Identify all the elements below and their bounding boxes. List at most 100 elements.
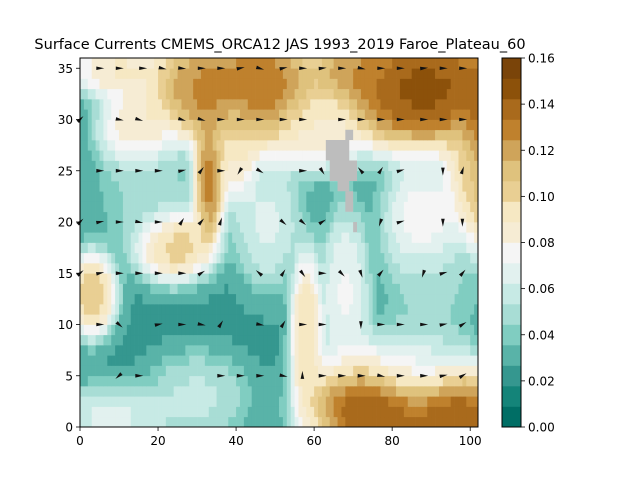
heatmap-cell — [236, 150, 241, 161]
heatmap-cell — [80, 375, 85, 387]
heatmap-cell — [95, 99, 100, 110]
heatmap-cell — [197, 252, 202, 264]
heatmap-cell — [294, 406, 299, 418]
heatmap-cell — [259, 68, 264, 79]
heatmap-cell — [357, 119, 362, 131]
heatmap-cell — [228, 304, 233, 315]
heatmap-cell — [360, 375, 366, 387]
heatmap-cell — [403, 222, 409, 233]
heatmap-cell — [364, 211, 370, 223]
heatmap-cell — [126, 273, 132, 284]
heatmap-cell — [204, 263, 210, 274]
heatmap-cell — [415, 283, 420, 295]
heatmap-cell — [431, 396, 436, 407]
heatmap-cell — [236, 58, 241, 69]
heatmap-cell — [119, 345, 124, 356]
heatmap-cell — [130, 293, 135, 305]
heatmap-cell — [243, 314, 249, 325]
heatmap-cell — [208, 334, 214, 346]
heatmap-cell — [333, 181, 338, 192]
heatmap-cell — [239, 232, 245, 243]
heatmap-cell — [282, 252, 288, 264]
heatmap-cell — [247, 160, 253, 172]
heatmap-cell — [87, 416, 93, 428]
heatmap-cell — [407, 129, 413, 141]
current-vector-arrow — [115, 66, 124, 70]
heatmap-cell — [423, 150, 428, 161]
heatmap-cell — [204, 355, 210, 366]
heatmap-cell — [411, 68, 416, 79]
heatmap-cell — [396, 324, 401, 336]
heatmap-cell — [220, 324, 225, 336]
heatmap-cell — [380, 150, 385, 161]
heatmap-cell — [462, 88, 467, 100]
heatmap-cell — [119, 232, 124, 243]
heatmap-cell — [271, 181, 276, 192]
heatmap-cell — [212, 58, 217, 69]
heatmap-cell — [349, 324, 354, 336]
heatmap-cell — [435, 345, 440, 356]
heatmap-cell — [255, 140, 260, 151]
heatmap-cell — [360, 140, 366, 151]
heatmap-cell — [454, 119, 459, 131]
heatmap-cell — [403, 99, 409, 110]
heatmap-cell — [197, 150, 202, 161]
heatmap-cell — [247, 222, 253, 233]
heatmap-cell — [466, 365, 471, 377]
heatmap-cell — [438, 355, 444, 366]
heatmap-cell — [255, 129, 260, 141]
heatmap-cell — [243, 406, 249, 418]
heatmap-cell — [87, 283, 93, 295]
heatmap-cell — [396, 252, 401, 264]
heatmap-cell — [368, 345, 373, 356]
heatmap-cell — [173, 191, 178, 202]
heatmap-cell — [364, 386, 370, 397]
current-vector-arrow — [217, 168, 226, 173]
heatmap-cell — [259, 201, 264, 213]
heatmap-cell — [204, 78, 210, 90]
heatmap-cell — [189, 293, 194, 305]
heatmap-cell — [142, 242, 147, 254]
heatmap-cell — [138, 252, 143, 264]
heatmap-cell — [294, 334, 299, 346]
heatmap-cell — [239, 293, 245, 305]
heatmap-cell — [380, 293, 385, 305]
heatmap-cell — [107, 129, 112, 141]
heatmap-cell — [286, 365, 292, 377]
heatmap-cell — [333, 406, 338, 418]
heatmap-cell — [87, 232, 93, 243]
heatmap-cell — [95, 293, 100, 305]
heatmap-cell — [364, 416, 370, 428]
heatmap-cell — [466, 355, 471, 366]
heatmap-cell — [353, 304, 358, 315]
heatmap-cell — [150, 263, 155, 274]
heatmap-cell — [138, 211, 143, 223]
heatmap-cell — [103, 355, 108, 366]
heatmap-cell — [216, 263, 221, 274]
heatmap-cell — [306, 304, 311, 315]
heatmap-cell — [91, 375, 96, 387]
heatmap-cell — [290, 252, 295, 264]
heatmap-cell — [185, 283, 190, 295]
heatmap-cell — [193, 242, 198, 254]
heatmap-cell — [130, 58, 135, 69]
heatmap-cell — [130, 324, 135, 336]
heatmap-cell — [286, 88, 292, 100]
heatmap-cell — [337, 78, 342, 90]
heatmap-cell — [372, 406, 377, 418]
heatmap-cell — [154, 345, 159, 356]
heatmap-cell — [138, 160, 143, 172]
heatmap-cell — [384, 314, 389, 325]
heatmap-cell — [146, 252, 151, 264]
heatmap-cell — [282, 263, 288, 274]
heatmap-cell — [119, 140, 124, 151]
heatmap-cell — [435, 222, 440, 233]
heatmap-cell — [474, 119, 479, 131]
heatmap-cell — [263, 58, 268, 69]
heatmap-cell — [341, 406, 346, 418]
heatmap-cell — [423, 232, 428, 243]
heatmap-cell — [427, 334, 432, 346]
heatmap-cell — [431, 304, 436, 315]
heatmap-cell — [399, 160, 405, 172]
heatmap-cell — [458, 109, 463, 120]
